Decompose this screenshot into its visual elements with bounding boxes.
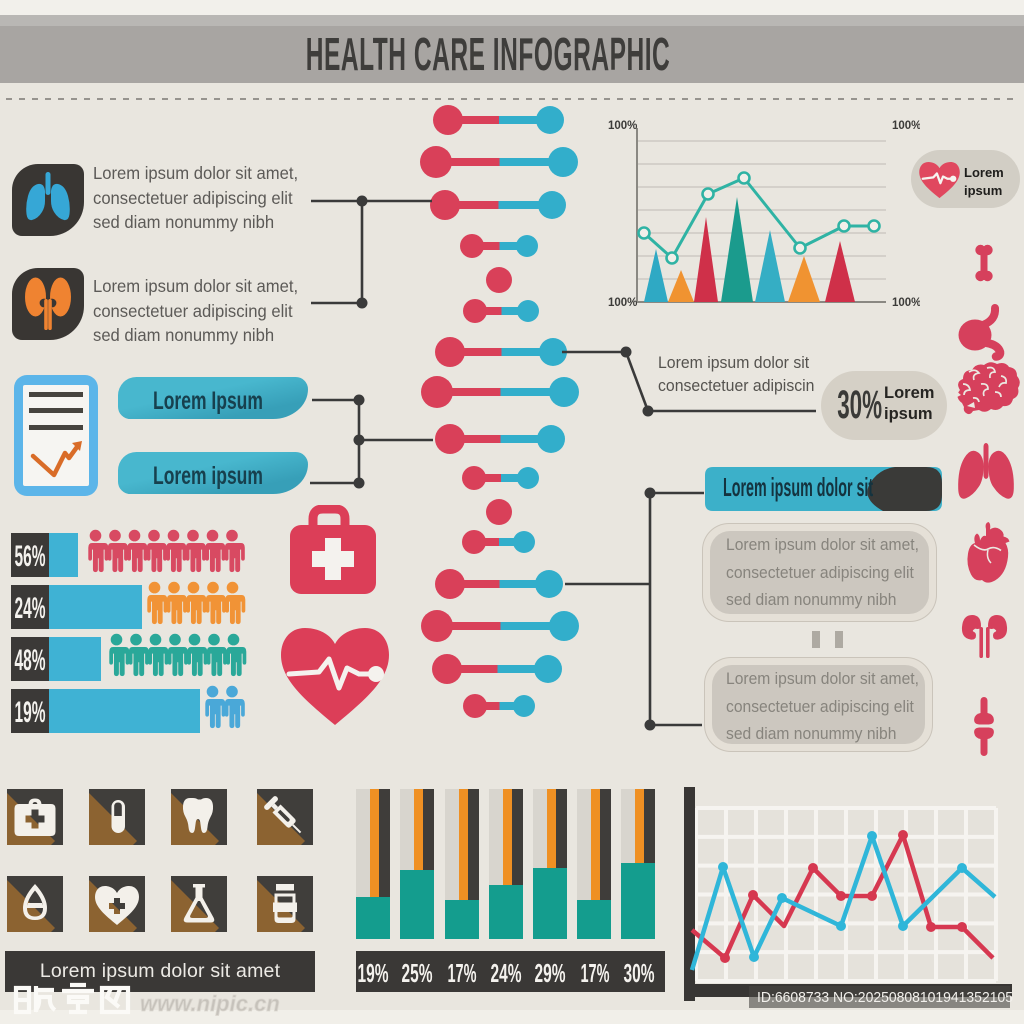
- svg-text:100%: 100%: [892, 297, 920, 309]
- svg-text:30%: 30%: [624, 958, 655, 988]
- svg-text:100%: 100%: [608, 297, 637, 309]
- svg-text:www.nipic.cn: www.nipic.cn: [140, 991, 280, 1016]
- svg-text:100%: 100%: [608, 120, 637, 132]
- svg-text:19%: 19%: [15, 696, 46, 729]
- svg-text:19%: 19%: [358, 958, 389, 988]
- svg-text:24%: 24%: [491, 958, 522, 988]
- svg-text:100%: 100%: [892, 120, 920, 132]
- svg-text:25%: 25%: [402, 958, 433, 988]
- svg-text:29%: 29%: [535, 958, 566, 988]
- svg-text:48%: 48%: [15, 644, 46, 677]
- svg-text:17%: 17%: [448, 958, 477, 988]
- svg-text:56%: 56%: [15, 540, 46, 573]
- svg-text:24%: 24%: [15, 592, 46, 625]
- svg-text:17%: 17%: [581, 958, 610, 988]
